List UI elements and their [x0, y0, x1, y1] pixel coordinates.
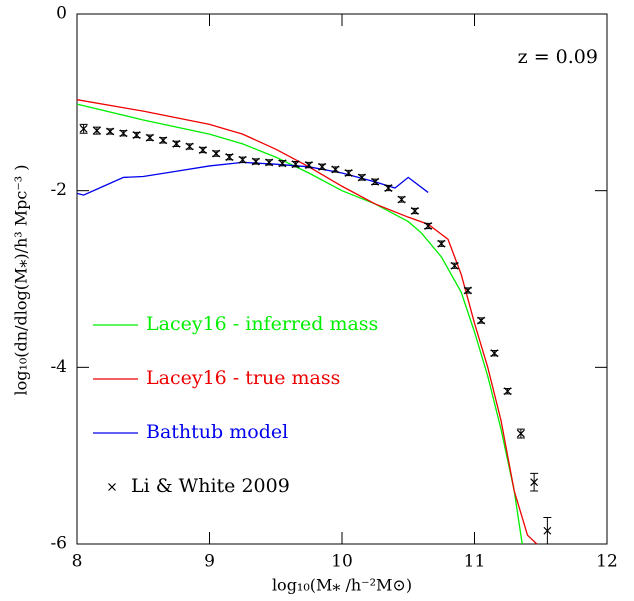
error-bar — [119, 130, 128, 137]
error-bar — [185, 143, 194, 150]
error-bar — [79, 123, 88, 134]
x-axis-label: log₁₀(M⁎ /h⁻²M⊙) — [272, 576, 412, 595]
y-tick-label: -4 — [50, 357, 67, 377]
error-bar — [251, 158, 260, 165]
error-bar — [159, 137, 168, 144]
annotation: z = 0.09 — [518, 46, 598, 68]
error-bar — [212, 150, 221, 157]
error-bar — [278, 160, 287, 167]
error-bar — [410, 207, 419, 215]
error-bar — [463, 287, 472, 294]
legend-label: Bathtub model — [146, 421, 288, 443]
x-tick-label: 10 — [331, 552, 353, 572]
error-bar — [450, 262, 459, 269]
y-tick-label: 0 — [56, 4, 67, 24]
y-axis-label: log₁₀(dn/dlog(M⁎)/h³ Mpc⁻³ ) — [12, 164, 31, 395]
error-bar — [132, 131, 141, 139]
error-bar — [225, 153, 234, 161]
legend-label: Li & White 2009 — [131, 475, 290, 497]
error-bar — [357, 174, 366, 181]
error-bar — [437, 240, 446, 247]
error-bar — [371, 178, 380, 185]
x-tick-label: 12 — [596, 552, 618, 572]
error-bar — [198, 146, 207, 154]
error-bar — [384, 184, 393, 192]
x-tick-label: 11 — [464, 552, 486, 572]
error-bar — [424, 222, 433, 230]
error-bar — [304, 161, 313, 169]
error-bar — [490, 350, 499, 357]
error-bar — [516, 428, 525, 439]
error-bar — [238, 156, 247, 163]
error-bar — [92, 126, 101, 135]
x-tick-label: 9 — [204, 552, 215, 572]
error-bar — [543, 517, 552, 545]
error-bar — [172, 140, 181, 147]
error-bar — [397, 196, 406, 203]
legend-label: Lacey16 - true mass — [146, 367, 340, 389]
y-tick-label: -6 — [50, 534, 67, 554]
plot-frame — [76, 13, 608, 545]
legend-label: Lacey16 - inferred mass — [146, 313, 378, 335]
error-bar — [265, 159, 274, 166]
error-bar — [344, 169, 353, 177]
y-tick-label: -2 — [50, 180, 67, 200]
error-bar — [530, 472, 539, 492]
error-bar — [477, 317, 486, 324]
legend-swatch — [108, 483, 116, 491]
error-bar — [503, 388, 512, 395]
series-line — [76, 103, 523, 545]
error-bar — [291, 161, 300, 168]
error-bar — [106, 128, 115, 135]
error-bar — [318, 163, 327, 170]
series-line — [76, 99, 538, 545]
x-tick-label: 8 — [72, 552, 83, 572]
error-bar — [331, 166, 340, 173]
error-bar — [145, 134, 154, 141]
